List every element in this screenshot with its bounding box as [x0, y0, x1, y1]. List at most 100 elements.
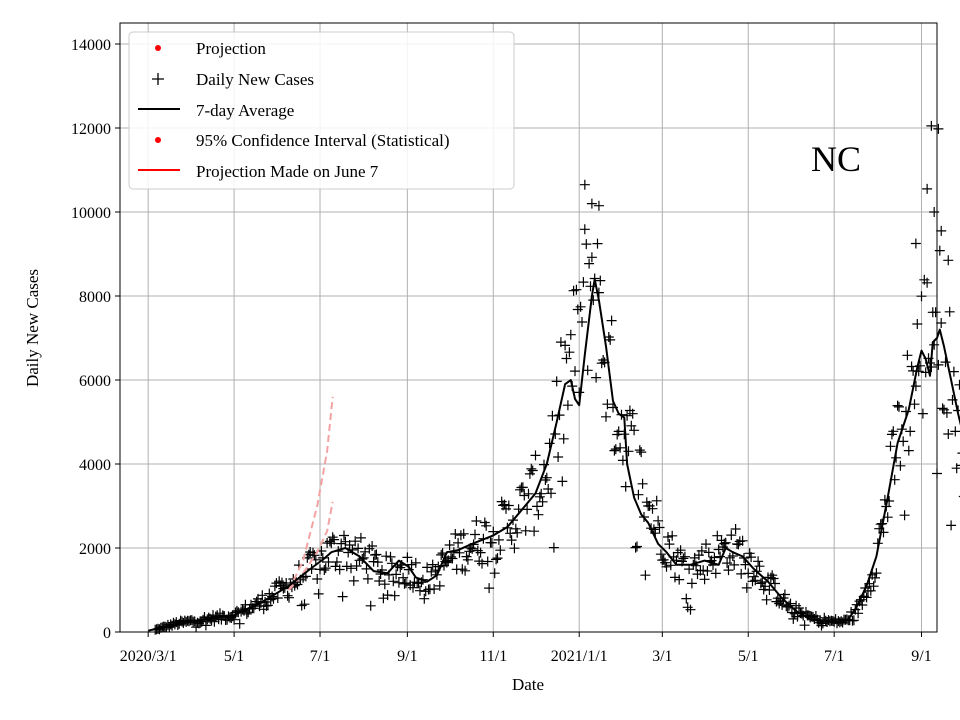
- daily-case-marker: [467, 543, 478, 554]
- daily-case-marker: [329, 534, 340, 545]
- daily-case-marker: [492, 553, 503, 564]
- daily-case-marker: [653, 515, 664, 526]
- daily-case-marker: [764, 585, 775, 595]
- daily-case-marker: [351, 561, 362, 571]
- daily-case-marker: [284, 592, 294, 603]
- daily-case-marker: [385, 551, 396, 562]
- legend-box: [128, 31, 515, 190]
- daily-case-marker: [526, 463, 537, 474]
- daily-case-marker: [902, 350, 913, 361]
- x-tick-label: 11/1: [479, 648, 507, 665]
- legend-label-projection-june7: Projection Made on June 7: [196, 162, 379, 181]
- daily-case-marker: [581, 239, 592, 250]
- daily-case-marker: [319, 565, 330, 575]
- daily-case-marker: [595, 275, 606, 286]
- daily-case-marker: [633, 489, 644, 500]
- daily-case-marker: [313, 588, 324, 599]
- legend-marker-projection: [155, 45, 161, 51]
- projection-june7-upper-line: [288, 396, 334, 591]
- daily-case-marker: [419, 593, 430, 604]
- daily-case-marker: [750, 575, 761, 586]
- legend: Projection Daily New Cases 7-day Average…: [128, 31, 515, 190]
- daily-case-marker: [712, 530, 723, 541]
- daily-case-marker: [234, 618, 245, 629]
- daily-case-marker: [200, 620, 211, 631]
- daily-case-marker: [729, 559, 740, 570]
- daily-case-marker: [462, 554, 473, 565]
- daily-case-marker: [602, 399, 613, 410]
- daily-case-marker: [400, 578, 411, 589]
- daily-case-marker: [615, 442, 626, 453]
- daily-case-marker: [726, 530, 737, 541]
- daily-case-marker: [491, 554, 502, 565]
- daily-case-marker: [930, 307, 941, 318]
- series-layer: [147, 120, 960, 635]
- daily-case-marker: [892, 400, 903, 411]
- daily-case-marker: [547, 410, 558, 421]
- daily-case-marker: [299, 599, 310, 610]
- daily-case-marker: [647, 503, 658, 514]
- daily-case-marker: [941, 407, 952, 418]
- daily-case-marker: [546, 488, 556, 499]
- y-tick-label: 14000: [71, 37, 111, 54]
- daily-case-marker: [627, 408, 638, 419]
- daily-case-marker: [667, 530, 678, 541]
- daily-case-marker: [382, 590, 393, 601]
- legend-label-7day-average: 7-day Average: [196, 101, 294, 120]
- daily-case-marker: [391, 569, 402, 580]
- daily-case-marker: [870, 572, 880, 583]
- daily-case-marker: [529, 526, 540, 537]
- daily-case-marker: [257, 590, 268, 601]
- daily-case-marker: [685, 604, 696, 615]
- daily-case-marker: [910, 238, 921, 249]
- daily-case-marker: [241, 608, 252, 619]
- daily-case-marker: [675, 545, 686, 556]
- daily-case-marker: [371, 549, 382, 560]
- daily-case-marker: [481, 520, 492, 531]
- daily-case-marker: [398, 572, 409, 583]
- daily-case-marker: [388, 576, 399, 587]
- daily-case-marker: [229, 614, 240, 625]
- x-tick-label: 7/1: [824, 648, 844, 665]
- daily-case-marker: [533, 509, 544, 520]
- legend-label-confidence-interval: 95% Confidence Interval (Statistical): [196, 131, 450, 150]
- daily-case-marker: [406, 559, 417, 570]
- daily-case-marker: [753, 556, 764, 567]
- daily-case-marker: [565, 329, 576, 340]
- daily-case-marker: [353, 543, 364, 554]
- daily-case-marker: [560, 340, 571, 351]
- daily-case-marker: [395, 562, 406, 573]
- daily-case-marker: [582, 365, 593, 376]
- daily-case-marker: [427, 559, 438, 570]
- daily-case-marker: [606, 315, 617, 326]
- daily-case-marker: [723, 565, 734, 576]
- daily-case-marker: [570, 366, 580, 377]
- daily-case-marker: [926, 120, 937, 131]
- daily-case-marker: [327, 532, 338, 543]
- daily-case-marker: [632, 541, 642, 552]
- daily-case-marker: [605, 334, 616, 345]
- daily-case-marker: [770, 578, 780, 589]
- y-tick-label: 2000: [79, 541, 111, 558]
- daily-case-marker: [598, 355, 609, 365]
- daily-case-marker: [374, 576, 385, 586]
- daily-case-marker: [282, 590, 293, 601]
- daily-case-marker: [499, 499, 510, 510]
- daily-case-marker: [408, 582, 418, 593]
- daily-case-marker: [895, 460, 906, 471]
- daily-case-marker: [737, 535, 748, 546]
- daily-case-marker: [654, 522, 665, 533]
- daily-case-marker: [743, 568, 754, 579]
- daily-case-marker: [436, 549, 447, 560]
- daily-case-marker: [613, 426, 624, 437]
- daily-case-marker: [320, 563, 331, 574]
- daily-case-marker: [471, 516, 482, 526]
- daily-case-marker: [334, 564, 345, 575]
- daily-case-marker: [946, 520, 957, 531]
- daily-case-marker: [517, 482, 528, 493]
- daily-case-marker: [458, 528, 469, 539]
- daily-case-marker: [495, 545, 506, 556]
- daily-case-marker: [661, 561, 672, 572]
- seven-day-average-line: [147, 278, 960, 632]
